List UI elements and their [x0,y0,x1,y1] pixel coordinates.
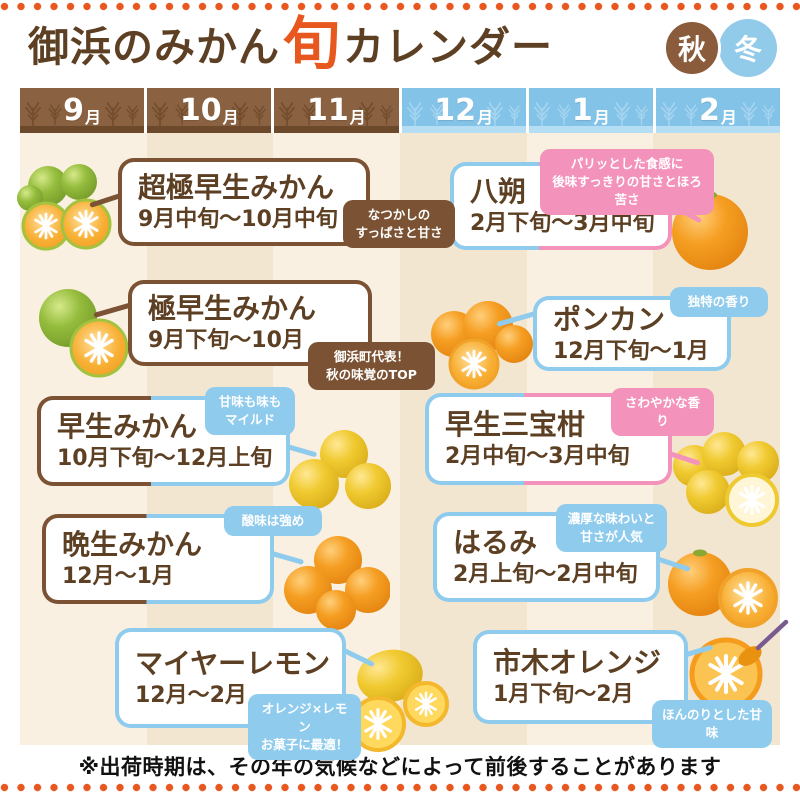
fruit-image-ponkan [431,301,533,390]
item-period: 2月上旬〜2月中旬 [453,562,638,588]
item-name: 超極早生みかん [138,171,335,205]
month-number: 1 [571,93,593,128]
page-title: 御浜のみかん 旬 カレンダー [28,16,553,74]
month-number: 2 [699,93,720,128]
autumn-season-badge: 秋 [663,19,721,77]
item-tag-ichigi-orange: ほんのりとした甘味 [652,700,772,749]
item-period: 12月〜1月 [62,564,174,590]
item-card-wase-mikan: 早生みかん 10月下旬〜12月上旬 [37,396,290,486]
item-period: 2月中旬〜3月中旬 [445,444,630,470]
item-period: 12月下旬〜1月 [553,338,709,364]
month-suffix: 月 [349,107,366,127]
item-tag-chogokuwase-mikan: なつかしの すっぱさと甘さ [343,200,455,249]
item-tag-hassaku: パリッとした食感に 後味すっきりの甘さとほろ苦さ [540,149,714,216]
item-period: 1月下旬〜2月 [493,682,634,708]
item-period: 9月下旬〜10月 [148,328,304,354]
item-tag-okute-mikan: 酸味は強め [224,506,322,537]
item-name: ポンカン [553,302,666,336]
item-period: 12月〜2月 [135,683,247,709]
item-name: 早生みかん [57,410,198,444]
item-tag-wase-sanbokan: さわやかな香り [611,388,714,437]
item-card-meyer-lemon: マイヤーレモン 12月〜2月 [115,628,346,728]
month-suffix: 月 [593,107,610,127]
fruit-image-chogokuwase-mikan [17,164,112,251]
month-number: 9 [63,93,85,128]
item-name: 早生三宝柑 [445,408,586,442]
item-tag-meyer-lemon: オレンジ×レモン お菓子に最適！ [248,694,361,761]
item-name: 八朔 [470,175,527,209]
title-text-left: 御浜のみかん [28,23,280,71]
month-number: 10 [179,93,222,128]
fruit-image-wase-sanbokan [673,432,779,527]
month-suffix: 月 [476,107,493,127]
fruit-image-wase-mikan [289,430,391,509]
item-name: マイヤーレモン [135,647,331,681]
title-accent-shun: 旬 [283,11,340,77]
month-suffix: 月 [720,107,737,127]
month-cell-november: 11 月 [274,88,399,133]
winter-season-badge: 冬 [719,19,777,77]
top-dotted-border [0,2,800,11]
month-suffix: 月 [222,107,239,127]
fruit-image-harumi [668,549,778,628]
month-number: 12 [434,93,476,128]
item-period: 9月中旬〜10月中旬 [138,207,338,233]
month-cell-december: 12 月 [401,88,526,133]
item-name: 市木オレンジ [493,646,662,680]
item-tag-wase-mikan: 甘味も味も マイルド [205,387,295,436]
fruit-image-okute-mikan [284,536,390,630]
bottom-dotted-border [0,783,800,792]
title-text-right: カレンダー [343,23,553,71]
item-name: はるみ [453,526,538,560]
item-tag-ponkan: 独特の香り [670,287,768,318]
month-number: 11 [307,93,349,128]
fruit-image-gokuwase-mikan [39,289,129,378]
item-name: 晩生みかん [62,528,203,562]
item-name: 極早生みかん [148,292,317,326]
item-period: 2月下旬〜3月中旬 [470,211,655,237]
item-card-gokuwase-mikan: 極早生みかん 9月下旬〜10月 [128,280,372,366]
month-suffix: 月 [85,107,102,127]
item-card-harumi: はるみ 2月上旬〜2月中旬 [433,512,660,602]
month-cell-october: 10 月 [147,88,272,133]
item-card-ponkan: ポンカン 12月下旬〜1月 [533,296,731,371]
item-period: 10月下旬〜12月上旬 [57,446,273,472]
item-card-ichigi-orange: 市木オレンジ 1月下旬〜2月 [473,630,688,724]
item-card-chogokuwase-mikan: 超極早生みかん 9月中旬〜10月中旬 [118,158,370,246]
item-tag-harumi: 濃厚な味わいと 甘さが人気 [556,504,667,553]
item-tag-gokuwase-mikan: 御浜町代表！ 秋の味覚のTOP [308,342,435,391]
shipping-period-note: ※出荷時期は、その年の気候などによって前後することがあります [78,755,722,779]
